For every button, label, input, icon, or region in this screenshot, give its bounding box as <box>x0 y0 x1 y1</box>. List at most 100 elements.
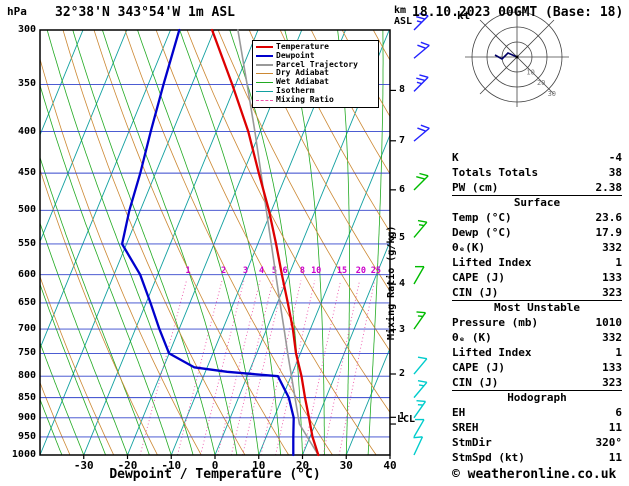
svg-text:2: 2 <box>221 266 226 276</box>
wind-barbs <box>413 12 430 456</box>
legend-label: Dewpoint <box>276 50 315 60</box>
index-value: 133 <box>602 271 622 284</box>
legend-swatch <box>256 63 273 66</box>
wind-barb <box>413 436 424 456</box>
index-value: 2.38 <box>595 181 623 194</box>
pressure-tick-label: 700 <box>17 323 36 335</box>
index-label: CIN (J) <box>452 376 499 389</box>
index-row: EH 6 <box>452 405 622 420</box>
wind-barb <box>413 219 428 238</box>
legend-swatch <box>256 82 273 84</box>
temp-tick-label: 40 <box>383 459 397 472</box>
index-row: θₑ(K) 332 <box>452 240 622 255</box>
index-value: 323 <box>602 376 622 389</box>
index-value: 323 <box>602 286 622 299</box>
index-value: 332 <box>602 331 622 344</box>
index-label: SREH <box>452 421 479 434</box>
legend-item: Temperature <box>256 42 376 52</box>
index-label: StmDir <box>452 436 492 449</box>
index-row: CIN (J) 323 <box>452 285 622 300</box>
svg-text:6: 6 <box>283 266 288 276</box>
hodograph-ring-label: 10 <box>526 69 534 77</box>
pressure-tick-label: 650 <box>17 296 36 308</box>
mixing-ratio-value-labels: 1 2 3 4 5 6 8 10 15 20 25 <box>186 266 381 276</box>
mixing-ratio-lines <box>139 280 376 455</box>
pressure-tick-label: 450 <box>17 167 36 179</box>
wind-barb <box>413 418 425 438</box>
index-label: CIN (J) <box>452 286 499 299</box>
temp-tick-label: 0 <box>211 459 219 472</box>
temp-tick-label: -20 <box>117 459 138 472</box>
index-label: Pressure (mb) <box>452 316 539 329</box>
hodograph-unit-label: kt <box>457 9 471 22</box>
index-label: θₑ(K) <box>452 241 486 254</box>
legend-swatch <box>256 55 273 58</box>
legend-swatch <box>256 73 273 75</box>
copyright: © weatheronline.co.uk <box>452 467 617 482</box>
legend-swatch <box>256 99 273 101</box>
station-title: 32°38'N 343°54'W 1m ASL <box>55 5 236 20</box>
svg-text:3: 3 <box>243 266 248 276</box>
index-section-title: Surface <box>452 195 622 210</box>
index-row: Temp (°C) 23.6 <box>452 210 622 225</box>
svg-text:8: 8 <box>300 266 305 276</box>
svg-text:10: 10 <box>311 266 321 276</box>
km-axis-title-line1: km <box>394 5 407 16</box>
index-row: Lifted Index 1 <box>452 255 622 270</box>
index-label: CAPE (J) <box>452 271 505 284</box>
pressure-tick-label: 950 <box>17 430 36 442</box>
index-label: Temp (°C) <box>452 211 512 224</box>
wind-barb <box>413 172 429 191</box>
index-value: 17.9 <box>595 226 623 239</box>
series-dewpoint <box>120 28 295 457</box>
legend-item: Dry Adiabat <box>256 69 376 78</box>
legend-swatch <box>256 90 273 92</box>
km-tick-label: 1 <box>399 411 406 423</box>
svg-text:4: 4 <box>259 266 264 276</box>
datetime-title: 18.10.2023 00GMT (Base: 18) <box>412 5 624 20</box>
index-label: Lifted Index <box>452 256 532 269</box>
index-label: CAPE (J) <box>452 361 505 374</box>
svg-text:5: 5 <box>272 266 277 276</box>
legend-label: Wet Adiabat <box>276 77 329 87</box>
km-axis-title: km ASL <box>394 5 412 27</box>
legend-item: Wet Adiabat <box>256 77 376 87</box>
index-section-title: Hodograph <box>452 390 622 405</box>
index-value: 332 <box>602 241 622 254</box>
series-parcel-trajectory <box>237 29 320 456</box>
temp-tick-label: 10 <box>252 459 266 472</box>
axis-ticks <box>83 89 396 459</box>
indices-table: K -4 Totals Totals 38 PW (cm) 2.38 Surface Temp… <box>452 150 622 465</box>
wind-barb <box>413 124 430 142</box>
km-tick-label: 6 <box>399 183 406 195</box>
legend-label: Temperature <box>276 42 329 51</box>
index-value: 23.6 <box>595 211 623 224</box>
index-label: K <box>452 151 459 164</box>
index-row: Totals Totals 38 <box>452 165 622 180</box>
index-value: 133 <box>602 361 622 374</box>
index-value: 11 <box>608 421 622 434</box>
mixing-ratio-axis-title: Mixing Ratio (g/kg) <box>386 225 397 340</box>
pressure-tick-label: 750 <box>17 347 36 359</box>
hodograph-trace <box>494 52 518 60</box>
legend-item: Mixing Ratio <box>256 94 376 105</box>
index-label: EH <box>452 406 466 419</box>
sounding-curves <box>120 28 320 457</box>
series-temperature <box>210 28 320 457</box>
index-row: SREH 11 <box>452 420 622 435</box>
index-value: 1 <box>615 256 622 269</box>
index-label: StmSpd (kt) <box>452 451 525 464</box>
index-row: θₑ (K) 332 <box>452 330 622 345</box>
legend: Temperature Dewpoint Parcel Trajectory Dry … <box>252 40 379 108</box>
hodograph-ring-label: 30 <box>548 90 556 98</box>
index-row: CIN (J) 323 <box>452 375 622 390</box>
legend-label: Mixing Ratio <box>276 94 334 104</box>
wind-barb <box>413 399 427 419</box>
pressure-tick-label: 1000 <box>11 449 36 460</box>
svg-text:1: 1 <box>186 266 191 276</box>
km-tick-label: 3 <box>399 323 406 335</box>
wind-barb <box>413 12 429 31</box>
index-label: Lifted Index <box>452 346 532 359</box>
hodograph-ring-label: 20 <box>537 79 545 87</box>
temp-tick-label: -10 <box>161 459 182 472</box>
